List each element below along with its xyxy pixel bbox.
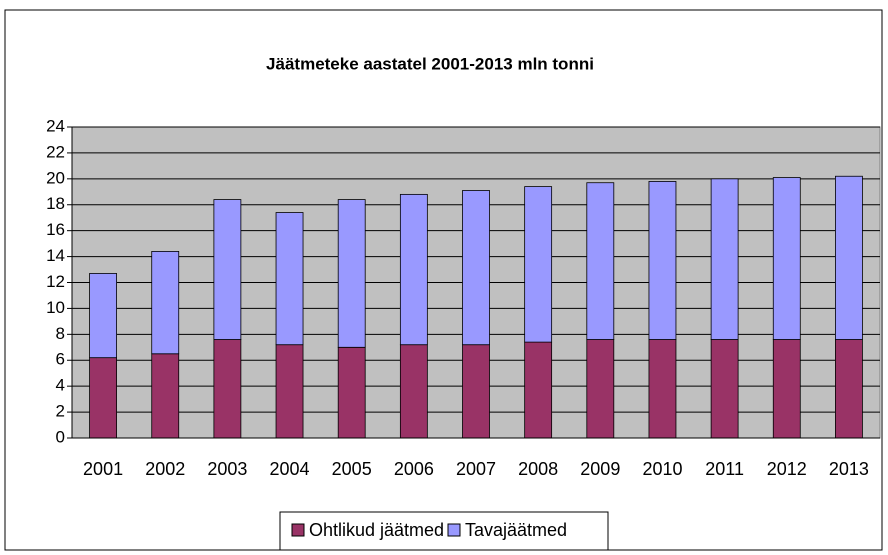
y-tick-label: 14: [46, 246, 65, 265]
x-tick-label: 2005: [332, 459, 372, 479]
y-tick-label: 0: [56, 427, 65, 446]
x-tick-label: 2003: [207, 459, 247, 479]
x-tick-label: 2007: [456, 459, 496, 479]
bar-segment: [648, 181, 677, 340]
bar-segment: [337, 346, 366, 439]
bar-segment: [710, 339, 739, 439]
x-tick-label: 2002: [145, 459, 185, 479]
bar-segment: [772, 177, 801, 340]
bar-segment: [772, 339, 801, 439]
chart-title: Jäätmeteke aastatel 2001-2013 mln tonni: [266, 54, 594, 73]
y-tick-label: 18: [46, 194, 65, 213]
legend-box: [279, 511, 609, 551]
y-tick-label: 10: [46, 298, 65, 317]
bar-segment: [89, 273, 117, 359]
bar-segment: [213, 199, 242, 340]
bar-segment: [835, 175, 863, 340]
x-tick-label: 2004: [270, 459, 310, 479]
y-tick-label: 4: [56, 376, 65, 395]
legend-swatch: [291, 523, 305, 537]
bar-segment: [462, 344, 490, 439]
bar-segment: [524, 186, 553, 343]
x-tick-label: 2001: [83, 459, 123, 479]
x-tick-label: 2009: [580, 459, 620, 479]
legend-swatch: [447, 523, 461, 537]
bar-segment: [337, 199, 366, 348]
y-tick-label: 24: [46, 116, 65, 135]
bar-segment: [835, 339, 863, 439]
y-tick-label: 2: [56, 402, 65, 421]
bar-segment: [586, 182, 615, 340]
bar-segment: [648, 339, 677, 439]
bar-segment: [586, 339, 615, 439]
y-tick-label: 6: [56, 350, 65, 369]
bar-segment: [399, 193, 428, 346]
y-tick-label: 20: [46, 168, 65, 187]
bar-segment: [710, 178, 739, 340]
legend-label: Tavajäätmed: [465, 520, 567, 540]
x-tick-label: 2008: [518, 459, 558, 479]
y-tick-label: 22: [46, 142, 65, 161]
y-tick-label: 8: [56, 324, 65, 343]
bar-segment: [275, 344, 304, 439]
bar-segment: [213, 339, 242, 439]
x-tick-label: 2013: [829, 459, 869, 479]
bar-segment: [462, 190, 490, 346]
x-tick-label: 2010: [642, 459, 682, 479]
bar-segment: [151, 353, 180, 439]
bar-segment: [151, 250, 180, 355]
x-tick-label: 2006: [394, 459, 434, 479]
bar-segment: [524, 341, 553, 439]
legend-label: Ohtlikud jäätmed: [309, 520, 444, 540]
bar-segment: [399, 344, 428, 439]
x-tick-label: 2012: [767, 459, 807, 479]
y-tick-label: 16: [46, 220, 65, 239]
y-tick-label: 12: [46, 272, 65, 291]
bar-segment: [275, 212, 304, 346]
bar-segment: [89, 357, 117, 439]
x-tick-label: 2011: [705, 459, 744, 479]
